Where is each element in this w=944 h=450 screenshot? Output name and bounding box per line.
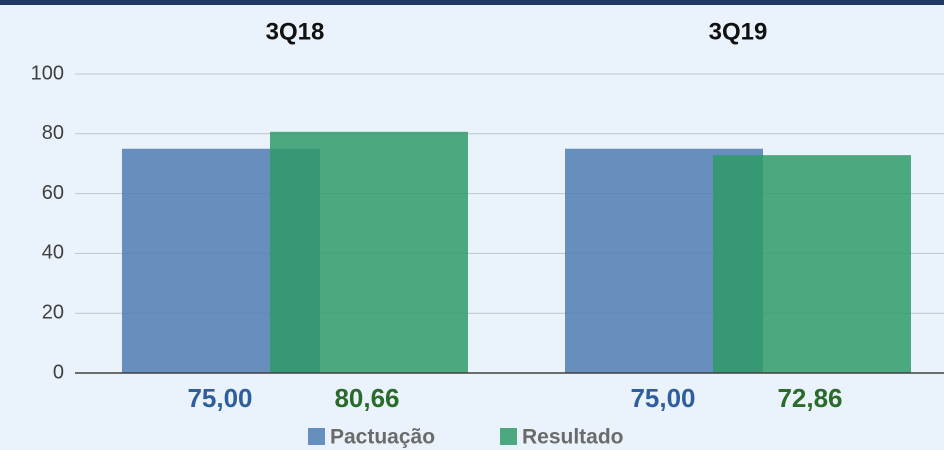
category-label: 3Q19	[709, 18, 768, 45]
bar	[713, 155, 911, 373]
legend-label: Pactuação	[330, 426, 435, 449]
legend-swatch	[308, 428, 325, 445]
value-label: 72,86	[777, 383, 842, 413]
y-tick-label: 80	[42, 122, 64, 144]
value-label: 80,66	[334, 383, 399, 413]
legend-swatch	[500, 428, 517, 445]
value-label: 75,00	[630, 383, 695, 413]
y-tick-label: 20	[42, 301, 64, 323]
legend-label: Resultado	[522, 426, 624, 449]
y-tick-label: 60	[42, 182, 64, 204]
y-tick-label: 40	[42, 242, 64, 264]
top-bar	[0, 0, 944, 5]
value-label: 75,00	[187, 383, 252, 413]
y-tick-label: 0	[53, 361, 64, 383]
y-tick-label: 100	[31, 62, 64, 84]
category-label: 3Q18	[266, 18, 325, 45]
bar	[270, 131, 468, 373]
